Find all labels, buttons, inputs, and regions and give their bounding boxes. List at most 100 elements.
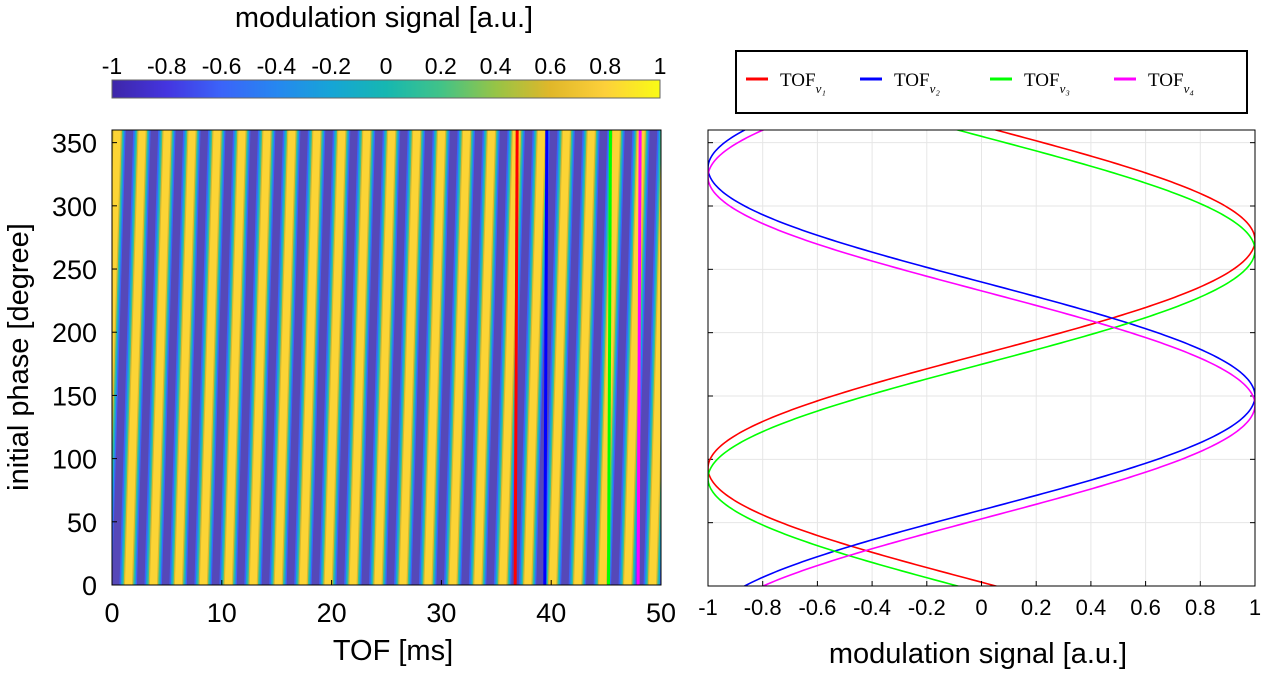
colorbar-tick-label: 0.8 [589,53,621,79]
colorbar-gradient [111,79,661,99]
line-grid [707,130,1256,586]
heatmap-stripe [708,130,724,585]
line-x-tick-label: -0.2 [908,595,946,620]
heatmap-stripe [710,130,726,585]
heatmap-stripe [112,130,134,585]
heatmap-stripe [656,419,661,585]
heatmap-stripe [561,130,583,585]
line-x-tick-label: -0.6 [798,595,836,620]
heatmap-stripe [681,130,697,585]
heatmap-stripe [486,130,509,585]
heatmap-stripe [449,130,471,585]
heatmap-stripe [698,130,714,585]
heatmap-y-tick-label: 0 [82,571,97,601]
heatmap-stripe [658,502,661,585]
heatmap-stripe [636,130,658,585]
heatmap-stripe [374,130,396,585]
colorbar-tick-label: 0.6 [534,53,566,79]
heatmap-stripe [721,130,737,585]
heatmap-stripe [324,130,346,585]
heatmap-stripe [649,187,661,585]
colorbar-tick-label: 1 [654,53,667,79]
heatmap-y-tick-label: 350 [52,129,97,159]
heatmap-stripe [685,130,701,585]
heatmap-stripe [136,130,159,585]
heatmap-stripe [286,130,309,585]
line-x-tick-label: 0.8 [1185,595,1216,620]
heatmap-y-tick-label: 50 [67,508,97,538]
heatmap-x-tick-label: 40 [536,598,566,628]
heatmap-stripe [657,460,661,585]
line-series-group [708,130,1255,586]
heatmap-x-tick-label: 20 [317,598,347,628]
heatmap-stripe [249,130,272,585]
heatmap-y-tick-label: 200 [52,318,97,348]
heatmap-stripe [735,130,751,585]
series-line-2 [708,130,1255,586]
heatmap-stripe [724,130,745,585]
heatmap-stripe [96,130,112,585]
heatmap-marker-tof-v1 [513,130,519,585]
heatmap-stripe [646,130,661,585]
heatmap-marker-tof-v4 [636,130,642,585]
heatmap-stripe [549,130,571,585]
colorbar-tick-label: 0.2 [425,53,457,79]
heatmap-y-tick-labels: 0 50 100 150 200 250 300 350 [52,129,117,601]
heatmap-image [96,130,751,585]
heatmap-y-tick-label: 250 [52,255,97,285]
line-x-tick-label: -0.4 [853,595,891,620]
heatmap-y-axis-label: initial phase [degree] [3,223,35,491]
heatmap-stripe [659,543,661,585]
heatmap-stripe [673,130,689,585]
heatmap-stripe [586,130,608,585]
heatmap-x-tick-labels: 0 10 20 30 40 50 [104,580,676,628]
heatmap-x-tick-label: 50 [646,598,676,628]
heatmap-stripe [161,130,184,585]
line-x-tick-label: 1 [1249,595,1261,620]
line-x-tick-label: -0.8 [744,595,782,620]
heatmap-stripe [186,130,209,585]
heatmap-stripe [661,130,683,585]
heatmap-marker-tof-v2 [543,130,549,585]
heatmap-stripe [274,130,297,585]
line-x-tick-label: -1 [698,595,718,620]
heatmap-stripe [174,130,197,585]
legend: TOFv₁ TOFv₂ TOFv₃ TOFv₄ [735,50,1248,114]
heatmap-x-tick-label: 10 [207,598,237,628]
heatmap-stripe [386,130,409,585]
heatmap-stripe [574,130,596,585]
line-x-tick-label: 0.4 [1076,595,1107,620]
heatmap-stripe [349,130,371,585]
series-line-1 [708,130,1255,586]
colorbar-tick-labels: -1 -0.8 -0.6 -0.4 -0.2 0 0.2 0.4 0.6 0.8 1 [102,53,667,79]
colorbar-tick-label: 0 [380,53,393,79]
heatmap-x-axis-label: TOF [ms] [333,635,453,667]
heatmap-stripe [686,130,708,585]
colorbar-tick-label: 0.4 [480,53,512,79]
heatmap-stripe [696,130,712,585]
line-x-tick-labels: -1 -0.8 -0.6 -0.4 -0.2 0 0.2 0.4 0.6 0.8 1 [698,581,1261,620]
heatmap-stripe [711,130,733,585]
heatmap-stripe [682,130,698,585]
heatmap-stripe [683,130,699,585]
line-x-tick-label: 0.2 [1021,595,1052,620]
heatmap-markers [513,130,642,585]
heatmap-stripe [474,130,496,585]
heatmap-x-tick-label: 0 [104,598,119,628]
line-x-tick-label: 0.6 [1130,595,1161,620]
series-line-3 [708,130,1255,586]
line-x-tick-label: 0 [975,595,987,620]
series-line-4 [708,130,1255,586]
heatmap-stripe [261,130,284,585]
line-panel: -1 -0.8 -0.6 -0.4 -0.2 0 0.2 0.4 0.6 0.8 1 modulat… [698,129,1261,670]
heatmap-stripe [611,130,633,585]
heatmap-stripe [311,130,334,585]
line-x-axis-label: modulation signal [a.u.] [829,638,1127,670]
heatmap-stripe [336,130,359,585]
colorbar-tick-label: -0.8 [147,53,187,79]
heatmap-stripe [699,130,720,585]
heatmap-stripe [674,130,695,585]
heatmap-stripe [647,146,661,585]
colorbar: modulation signal [a.u.] -1 -0.8 -0.6 -0.4-… [102,2,667,99]
